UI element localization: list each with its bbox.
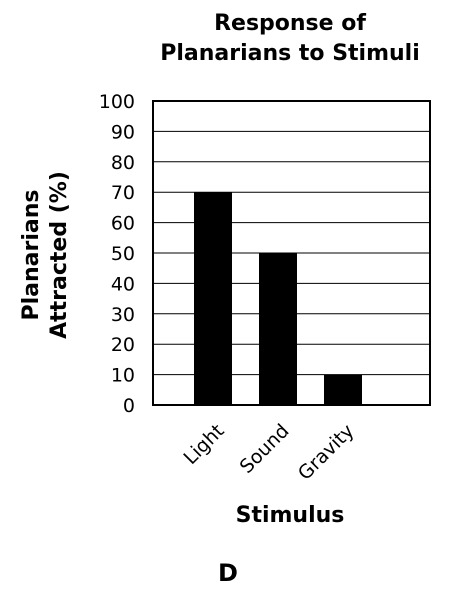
bars [194, 192, 362, 405]
bar-light [194, 192, 232, 405]
y-tick-label: 70 [111, 182, 135, 204]
y-tick-label: 80 [111, 152, 135, 174]
y-axis-title-line-1: Planarians [19, 189, 44, 320]
y-tick-label: 40 [111, 273, 135, 295]
x-category-label-sound: Sound [236, 420, 294, 478]
y-tick-label: 30 [111, 304, 135, 326]
y-tick-label: 100 [99, 91, 135, 113]
y-tick-label: 50 [111, 243, 135, 265]
x-category-label-light: Light [179, 420, 228, 469]
x-axis-title: Stimulus [236, 503, 345, 528]
x-category-label-gravity: Gravity [294, 420, 359, 485]
panel-label: D [218, 559, 238, 587]
y-tick-label: 60 [111, 213, 135, 235]
bar-sound [259, 253, 297, 405]
y-tick-label: 20 [111, 334, 135, 356]
y-axis-title-line-2: Attracted (%) [47, 171, 72, 339]
y-tick-labels: 0 10 20 30 40 50 60 70 80 90 100 [99, 91, 135, 417]
y-tick-label: 0 [123, 395, 135, 417]
chart-title-line-2: Planarians to Stimuli [160, 41, 420, 66]
plot-area-frame [152, 100, 431, 406]
x-category-labels: Light Sound Gravity [179, 420, 358, 485]
y-axis-title: Planarians Attracted (%) [19, 171, 72, 339]
chart-title-line-1: Response of [214, 11, 366, 36]
y-tick-label: 10 [111, 365, 135, 387]
bar-gravity [324, 374, 362, 405]
y-tick-label: 90 [111, 121, 135, 143]
